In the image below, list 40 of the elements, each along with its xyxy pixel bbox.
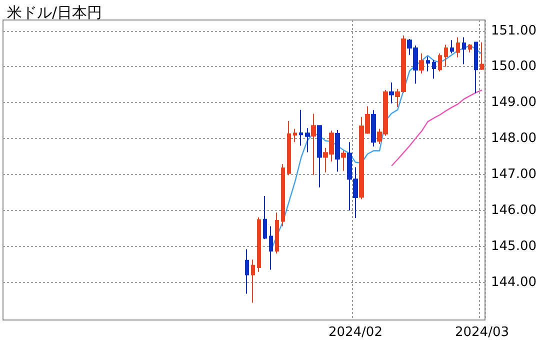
candlestick xyxy=(299,109,303,146)
candlestick xyxy=(269,226,273,270)
y-tick-label: 144.00 xyxy=(491,274,536,290)
y-tick-label: 148.00 xyxy=(491,131,536,146)
y-tick-label: 150.00 xyxy=(491,59,536,74)
chart-title: 米ドル/日本円 xyxy=(7,4,102,22)
candlestick xyxy=(335,129,340,172)
candlestick xyxy=(462,36,466,65)
candlestick xyxy=(371,110,376,147)
candlestick xyxy=(257,216,261,272)
candlestick xyxy=(293,128,297,143)
x-tick-label: 2024/03 xyxy=(454,325,509,340)
y-tick-label: 145.00 xyxy=(491,238,536,254)
y-tick-label: 151.00 xyxy=(491,23,536,38)
candlestick xyxy=(281,164,285,227)
candlestick xyxy=(251,259,255,304)
y-tick-label: 146.00 xyxy=(491,202,536,218)
y-tick-label: 147.00 xyxy=(491,166,536,182)
candlestick xyxy=(341,150,346,172)
candlestick xyxy=(419,52,424,74)
candlestick xyxy=(287,120,291,176)
candlestick xyxy=(275,212,279,254)
candlestick xyxy=(317,125,322,188)
candlestick xyxy=(456,36,460,58)
candlestick xyxy=(444,44,448,68)
candlestick xyxy=(426,56,430,72)
candlestick xyxy=(438,52,442,72)
x-tick-label: 2024/02 xyxy=(328,325,382,340)
candlestick xyxy=(474,42,478,94)
candlestick xyxy=(468,44,472,53)
candlestick xyxy=(311,113,316,176)
y-tick-label: 149.00 xyxy=(491,95,536,110)
candlestick xyxy=(480,42,484,70)
candlestick xyxy=(245,248,249,294)
candlestick xyxy=(389,82,394,104)
candlestick xyxy=(263,196,267,240)
candlestick xyxy=(305,128,310,153)
candlestick xyxy=(432,59,436,80)
candlestick xyxy=(450,40,454,54)
line-series xyxy=(391,89,483,166)
